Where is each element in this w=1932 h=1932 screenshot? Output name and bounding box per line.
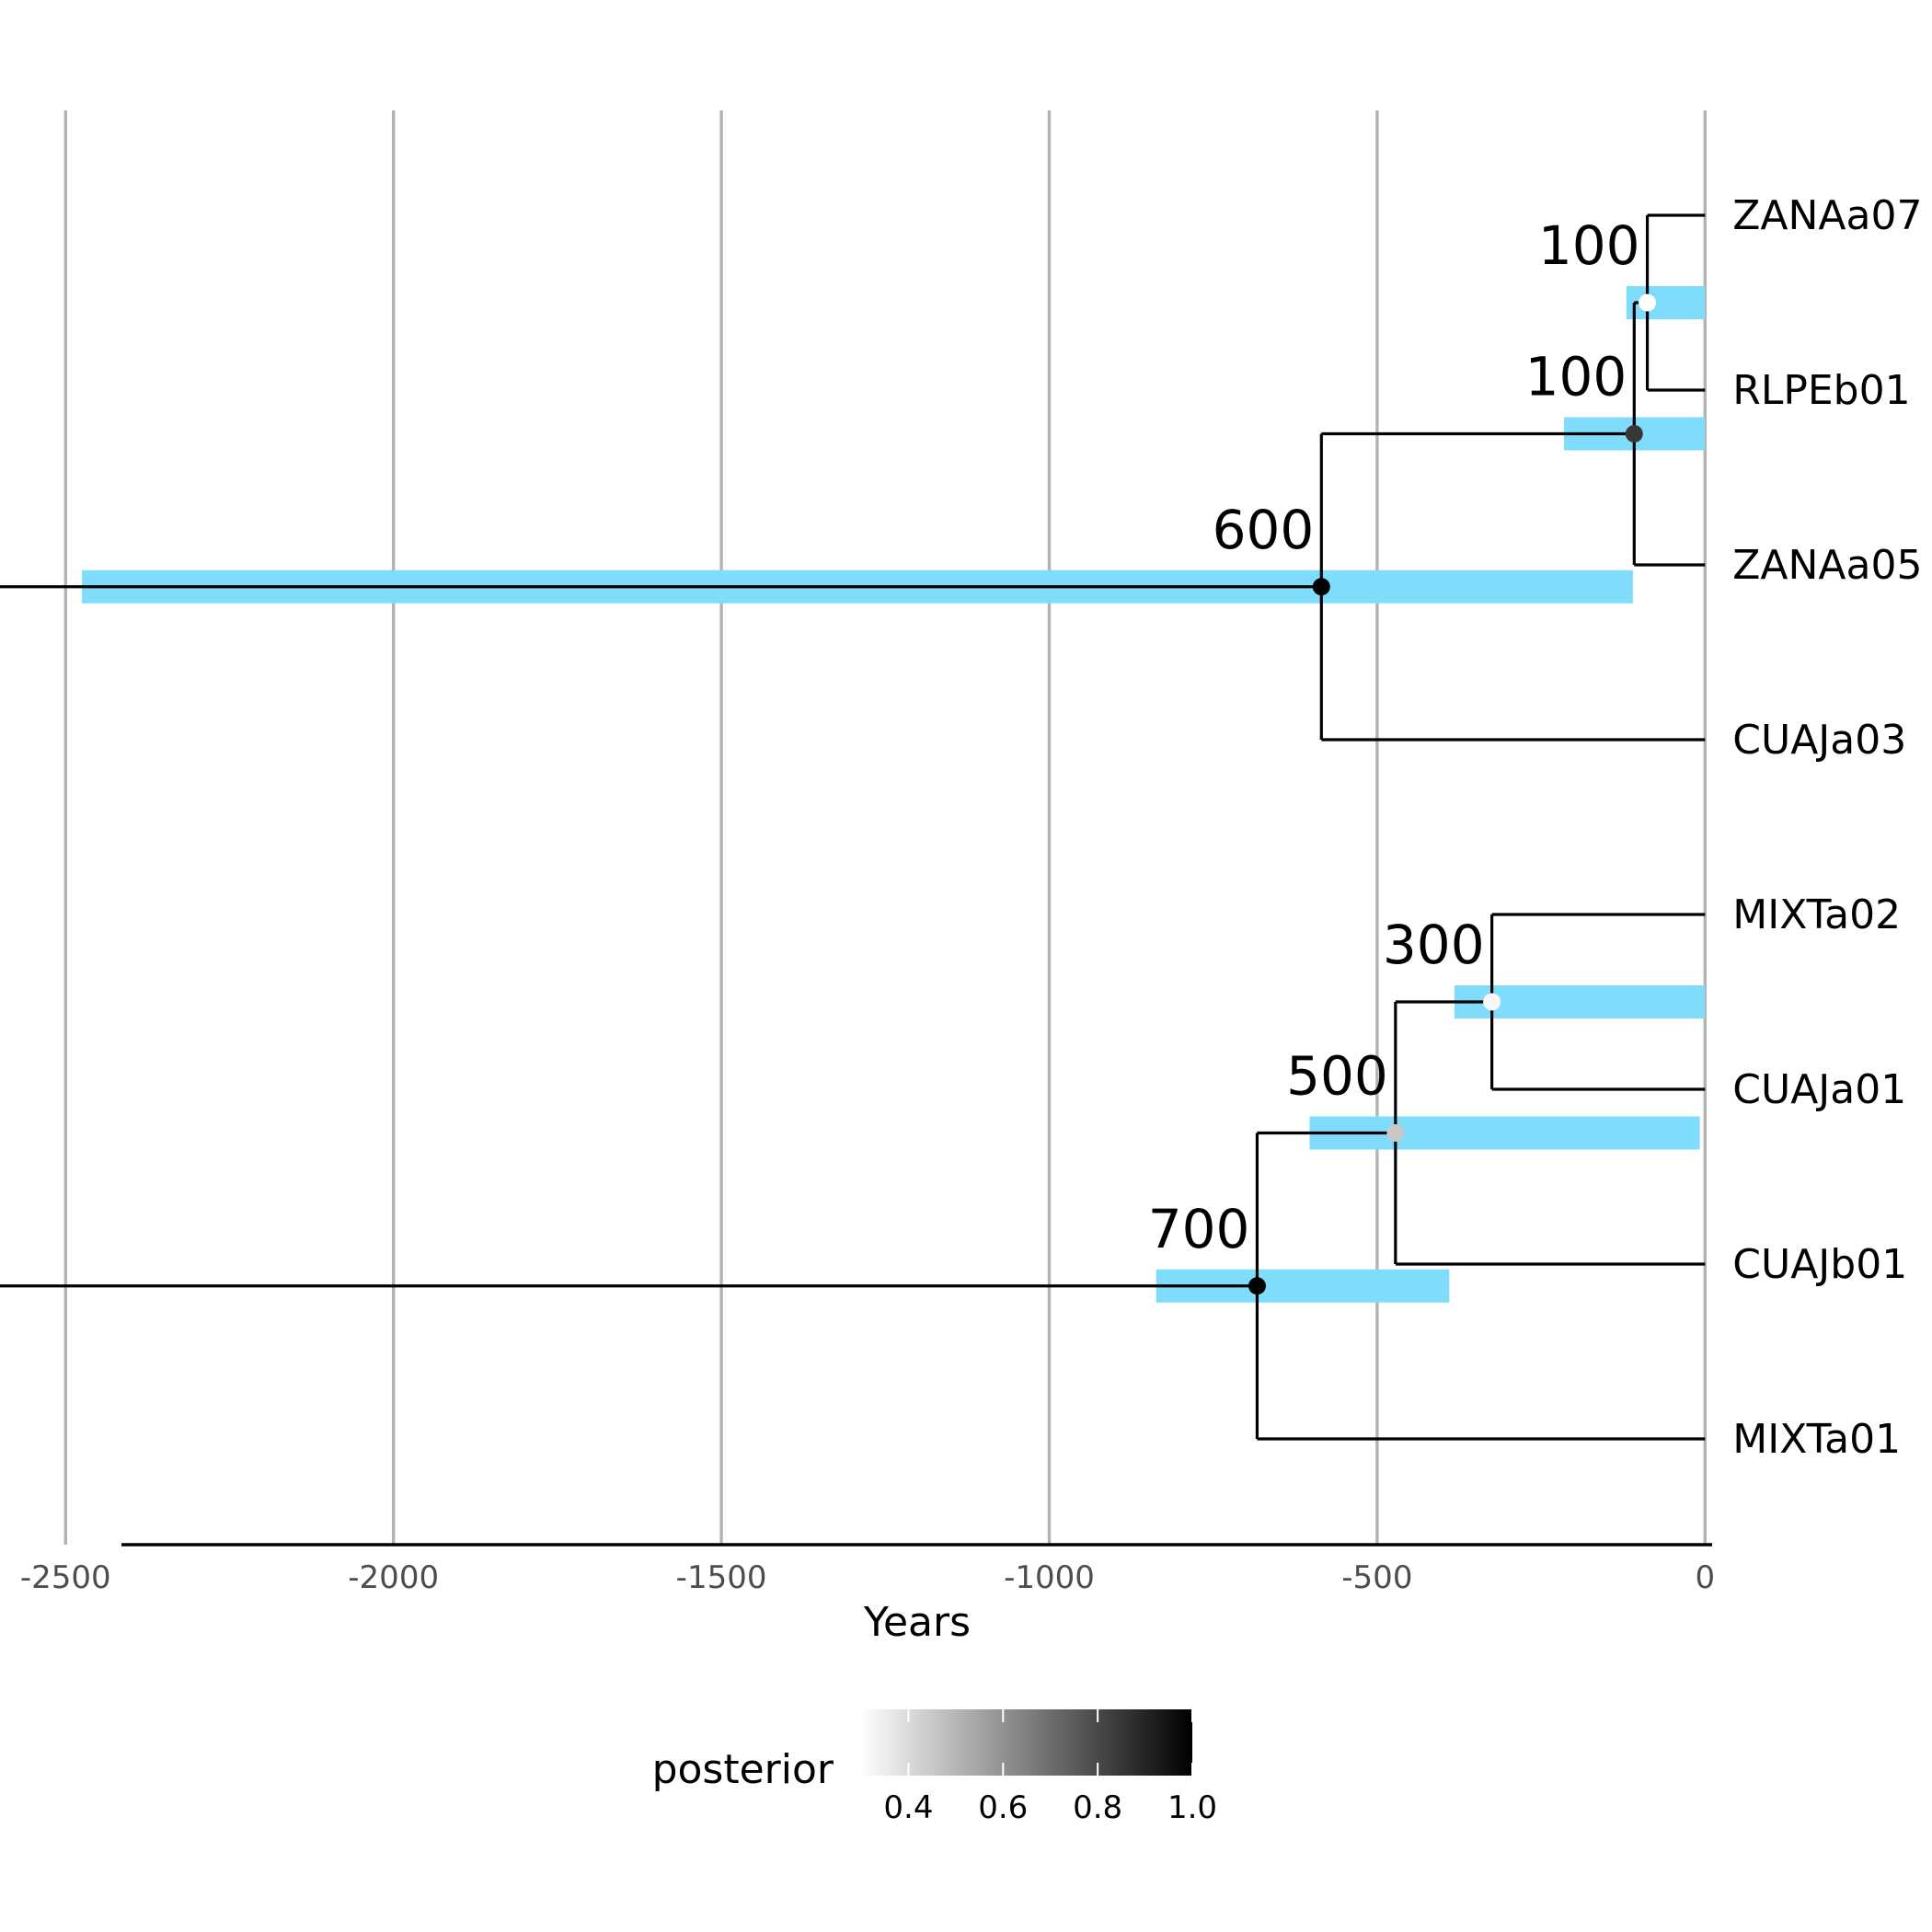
x-tick-label: -1500 [676, 1559, 767, 1596]
legend-tick-label: 0.4 [883, 1789, 933, 1826]
node-label: 100 [1525, 346, 1627, 408]
node-label: 500 [1286, 1045, 1388, 1108]
hpd-bars [82, 286, 1706, 1303]
node-label: 600 [1213, 499, 1315, 561]
tip-label: CUAJb01 [1732, 1241, 1907, 1288]
node-point [1312, 578, 1330, 596]
legend-tick-label: 1.0 [1167, 1789, 1217, 1826]
tip-label: CUAJa03 [1732, 717, 1906, 764]
x-tick-label: 0 [1695, 1559, 1715, 1596]
tip-label: RLPEb01 [1732, 367, 1910, 414]
node-label: 300 [1383, 914, 1485, 976]
grid-lines [63, 110, 1707, 1545]
x-tick-label: -2000 [348, 1559, 439, 1596]
node-label: 100 [1538, 214, 1640, 277]
tip-label: MIXTa02 [1732, 891, 1901, 938]
tip-label: CUAJa01 [1732, 1066, 1906, 1113]
x-axis: Years -2500 -2000 -1500 -1000 -500 0 [20, 1543, 1715, 1646]
tip-label: MIXTa01 [1732, 1416, 1901, 1463]
node-point [1386, 1124, 1405, 1142]
node-point [1483, 993, 1501, 1011]
tip-label: ZANAa05 [1732, 542, 1922, 589]
node-point [1625, 425, 1643, 443]
tree-branches [0, 213, 1706, 1441]
legend-tick-label: 0.6 [978, 1789, 1028, 1826]
node-points [1248, 293, 1657, 1295]
tip-label: ZANAa07 [1732, 192, 1922, 239]
x-tick-label: -1000 [1004, 1559, 1095, 1596]
legend-tick-label: 0.8 [1073, 1789, 1122, 1826]
x-tick-label: -2500 [20, 1559, 111, 1596]
posterior-legend: posterior 0.4 0.6 0.8 1.0 [652, 1709, 1217, 1826]
node-point [1639, 293, 1657, 312]
legend-title: posterior [652, 1746, 834, 1793]
x-axis-title: Years [863, 1599, 971, 1646]
node-point [1248, 1277, 1266, 1295]
x-tick-label: -500 [1341, 1559, 1412, 1596]
labels: 100 100 600 300 500 700 ZANAa07 RLPEb01 ZANAa05 C… [1148, 192, 1923, 1463]
node-label: 700 [1148, 1198, 1250, 1260]
legend-colorbar [861, 1709, 1192, 1776]
